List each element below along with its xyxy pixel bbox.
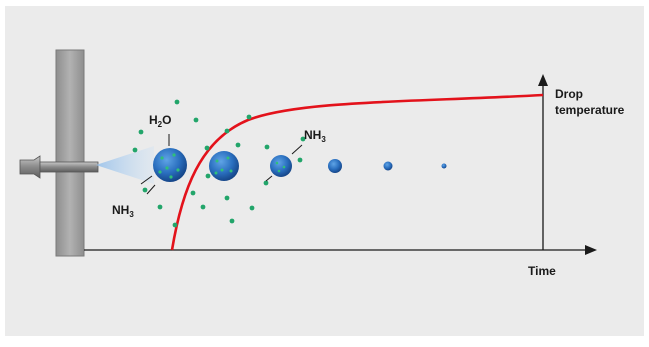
molecule-dot-icon [138, 129, 144, 135]
drop-temperature-label-line2: temperature [555, 103, 625, 117]
molecule-dot-icon [297, 157, 303, 163]
droplet-icon [328, 159, 342, 173]
nh3-label-left: NH3 [112, 203, 134, 219]
droplet-largest [140, 134, 187, 195]
duct-wall [55, 49, 85, 257]
molecule-dot-icon [249, 205, 255, 211]
molecule-dot-icon [224, 128, 230, 134]
molecule-dot-icon [224, 195, 230, 201]
droplet-medium [265, 144, 303, 182]
droplet-icon [383, 161, 393, 171]
droplet-large [209, 151, 239, 181]
molecule-dot-icon [229, 218, 235, 224]
molecule-dot-icon [205, 173, 211, 179]
molecule-dot-icon [132, 147, 138, 153]
molecule-group [132, 99, 306, 228]
time-axis-label: Time [528, 264, 556, 278]
molecule-dot-icon [157, 204, 163, 210]
molecule-dot-icon [172, 222, 178, 228]
molecule-dot-icon [142, 187, 148, 193]
h2o-label: H2O [149, 113, 171, 129]
molecule-dot-icon [246, 114, 252, 120]
molecule-dot-icon [235, 142, 241, 148]
time-axis [84, 245, 597, 255]
droplet-icon [441, 163, 447, 169]
droplet-icon [270, 155, 292, 177]
molecule-dot-icon [264, 144, 270, 150]
drop-temperature-label-line1: Drop [555, 87, 583, 101]
spray-cone-icon [96, 146, 154, 184]
injector-nozzle-icon [19, 155, 99, 179]
drop-temperature-curve [170, 93, 544, 251]
molecule-dot-icon [300, 136, 306, 142]
temperature-axis [538, 74, 548, 250]
molecule-dot-icon [174, 99, 180, 105]
molecule-dot-icon [190, 190, 196, 196]
molecule-dot-icon [193, 117, 199, 123]
droplet-icon [209, 151, 239, 181]
molecule-dot-icon [204, 145, 210, 151]
molecule-dot-icon [263, 180, 269, 186]
diagram-panel [5, 6, 644, 336]
molecule-dot-icon [200, 204, 206, 210]
nh3-label-right: NH3 [304, 128, 326, 144]
